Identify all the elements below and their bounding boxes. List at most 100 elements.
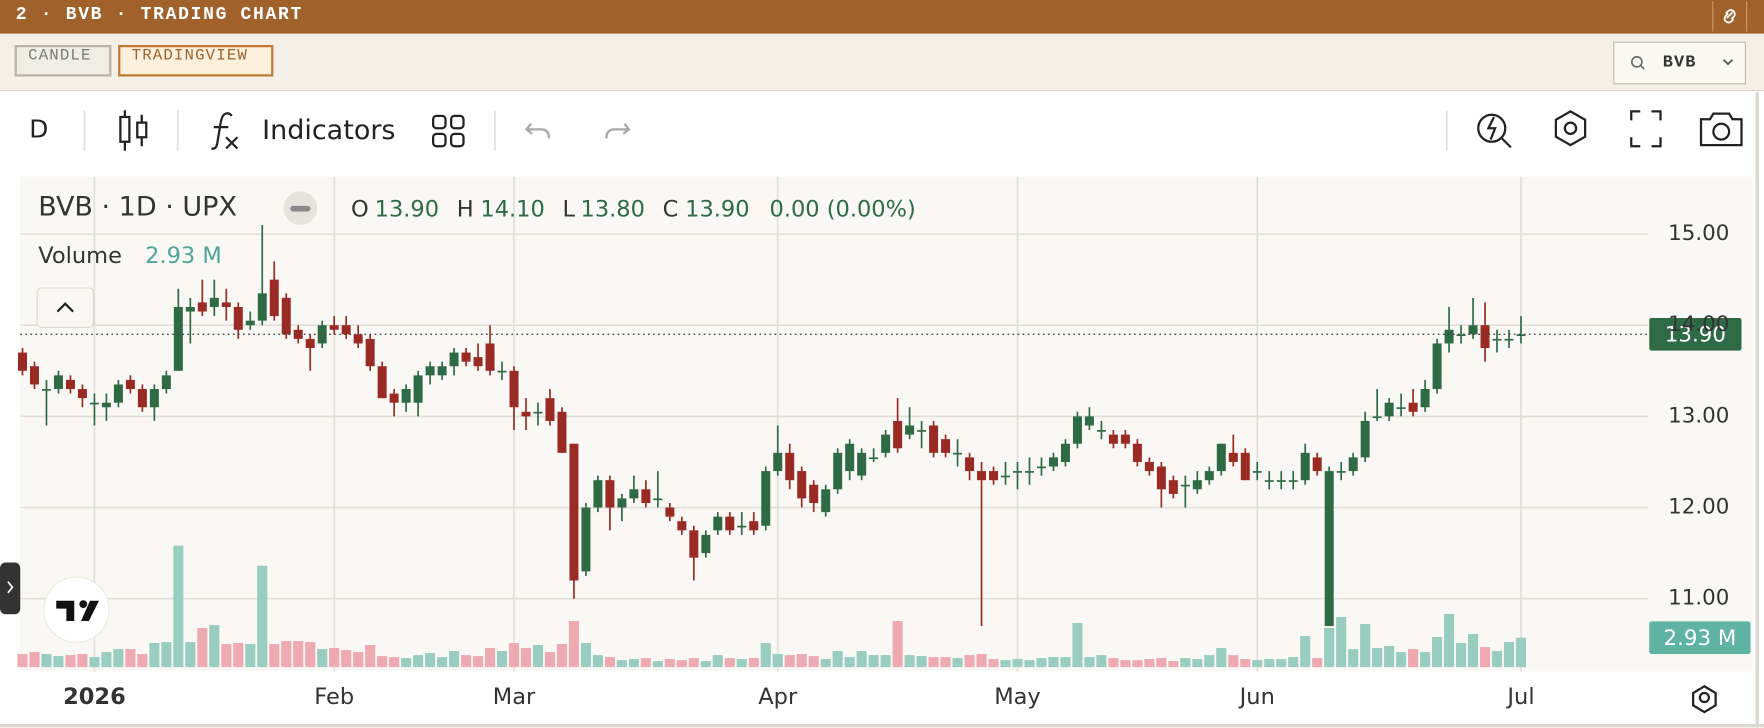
volume-bar — [1132, 660, 1143, 668]
link-button[interactable] — [1712, 1, 1748, 32]
candle-body — [737, 525, 747, 528]
candle-body — [197, 302, 207, 312]
candle-body — [389, 393, 399, 403]
volume-bar — [640, 658, 651, 668]
candle-body — [953, 452, 963, 455]
candle-body — [209, 297, 219, 307]
indicators-icon[interactable] — [211, 112, 239, 150]
volume-bar — [592, 655, 603, 668]
candle-body — [377, 366, 387, 399]
volume-bar — [496, 651, 508, 668]
candle-body — [305, 338, 315, 349]
volume-bar — [1455, 643, 1467, 668]
volume-bar — [329, 648, 340, 668]
volume-bar — [544, 652, 556, 668]
candle-body — [1444, 329, 1454, 344]
candle-body — [1468, 325, 1478, 335]
candle-body — [1312, 457, 1322, 472]
candle-body — [905, 425, 915, 435]
indicators-button[interactable]: Indicators — [262, 115, 395, 146]
volume-bar — [257, 565, 268, 668]
tradingview-logo[interactable] — [43, 576, 110, 643]
volume-bar — [784, 655, 795, 668]
right-toolbar-icons[interactable] — [1477, 110, 1743, 149]
volume-bar — [556, 644, 568, 668]
x-tick-label: Mar — [493, 684, 536, 710]
volume-bar — [1348, 649, 1359, 668]
side-panel-toggle[interactable] — [0, 562, 21, 615]
volume-bar — [988, 659, 999, 668]
candle-body — [1156, 466, 1166, 490]
candle-body — [1048, 457, 1058, 467]
candle-body — [809, 484, 819, 503]
legend-value: 14.10 — [480, 196, 544, 222]
candle-body — [281, 297, 291, 335]
volume-bar — [281, 641, 292, 668]
volume-bar — [1444, 613, 1455, 668]
y-tick-label: 15.00 — [1668, 221, 1729, 246]
volume-bar — [1024, 660, 1035, 668]
candle-body — [785, 452, 795, 481]
undo-redo-icons[interactable] — [524, 123, 631, 139]
candle-body — [1372, 416, 1382, 419]
candle-body — [173, 306, 183, 371]
candle-body — [593, 480, 603, 508]
candle-body — [1504, 338, 1514, 341]
interval-button[interactable]: D — [29, 115, 48, 144]
volume-bar — [1072, 622, 1083, 668]
legend-key: L — [563, 196, 576, 222]
chart-type-icon[interactable] — [119, 110, 148, 151]
volume-bar — [353, 652, 364, 668]
volume-bar — [796, 654, 807, 668]
candle-body — [677, 521, 687, 531]
candle-body — [1324, 471, 1334, 627]
settings-icon[interactable] — [1692, 684, 1717, 714]
volume-bar — [616, 660, 627, 668]
volume-bar — [65, 655, 76, 668]
volume-bar — [173, 545, 184, 668]
volume-bar — [484, 648, 496, 668]
window-title: 2 · BVB · TRADING CHART — [15, 4, 304, 25]
x-tick-label: Jun — [1238, 684, 1275, 710]
volume-bar — [1036, 658, 1047, 668]
collapse-button[interactable] — [36, 287, 94, 328]
candle-body — [149, 389, 159, 408]
volume-bar — [856, 651, 867, 668]
candle-body — [797, 471, 807, 499]
tab-candle[interactable]: CANDLE — [14, 45, 112, 77]
volume-legend-key: Volume — [38, 243, 122, 269]
volume-bar — [976, 654, 987, 668]
volume-bar — [125, 649, 136, 668]
candle-body — [605, 480, 615, 508]
symbol-search[interactable]: BVB — [1613, 41, 1746, 85]
volume-bar — [1180, 658, 1191, 668]
volume-bar — [940, 657, 951, 668]
tab-tradingview[interactable]: TRADINGVIEW — [118, 45, 274, 77]
volume-bar — [508, 643, 520, 668]
volume-bar — [1240, 659, 1251, 668]
toolbar — [0, 92, 1764, 169]
candle-body — [893, 420, 903, 449]
candle-body — [1264, 480, 1274, 482]
volume-bar — [724, 658, 735, 668]
templates-icon[interactable] — [432, 114, 465, 148]
volume-bar — [1432, 637, 1443, 668]
volume-bar — [580, 643, 591, 668]
candle-body — [1096, 430, 1106, 432]
candle-body — [701, 534, 711, 554]
volume-bar — [221, 644, 232, 668]
candle-body — [53, 375, 63, 390]
volume-bar — [365, 645, 376, 668]
candle-body — [1216, 443, 1226, 472]
volume-bar — [77, 654, 88, 668]
candle-body — [161, 375, 171, 390]
candle-body — [425, 366, 435, 376]
candle-body — [1204, 471, 1214, 481]
volume-bar — [664, 659, 675, 668]
candle-body — [1348, 457, 1358, 472]
candle-body — [1252, 471, 1262, 473]
legend-key: H — [457, 196, 474, 222]
candle-body — [725, 516, 735, 531]
symbol-legend: BVB · 1D · UPX — [38, 192, 237, 223]
candle-body — [1408, 402, 1418, 412]
